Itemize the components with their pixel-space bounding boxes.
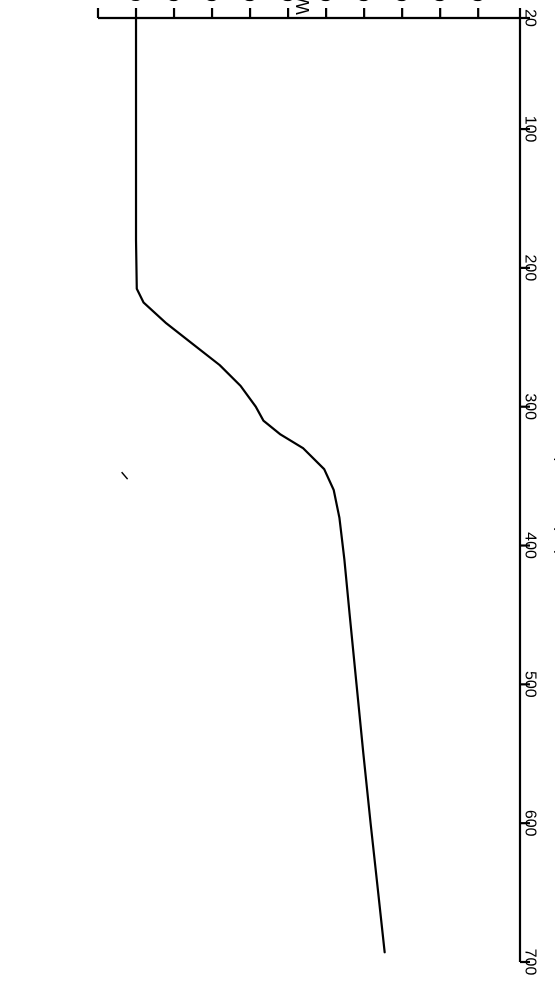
temperature-tick-label: 400 bbox=[522, 532, 539, 559]
weight-tick-label: 100 bbox=[126, 0, 143, 2]
temperature-tick-label: 500 bbox=[522, 671, 539, 698]
temperature-tick-label: 700 bbox=[522, 949, 539, 976]
temperature-tick-label: 20 bbox=[522, 9, 539, 27]
temperature-tick-label: 200 bbox=[522, 255, 539, 282]
tga-chart: -110203040506070809010011020100200300400… bbox=[0, 0, 555, 1000]
weight-tick-label: 80 bbox=[202, 0, 219, 2]
weight-tick-label: 70 bbox=[240, 0, 257, 2]
temperature-tick-label: 100 bbox=[522, 116, 539, 143]
temperature-tick-label: 300 bbox=[522, 393, 539, 420]
weight-tick-label: 50 bbox=[316, 0, 333, 2]
weight-axis-label: Weight % (%) bbox=[293, 0, 313, 15]
weight-tick-label: 40 bbox=[354, 0, 371, 2]
plot-background bbox=[0, 0, 555, 1000]
weight-tick-label: 90 bbox=[164, 0, 181, 2]
temperature-tick-label: 600 bbox=[522, 810, 539, 837]
weight-tick-label: 30 bbox=[392, 0, 409, 2]
weight-tick-label: 10 bbox=[468, 0, 485, 2]
weight-tick-label: 20 bbox=[430, 0, 447, 2]
